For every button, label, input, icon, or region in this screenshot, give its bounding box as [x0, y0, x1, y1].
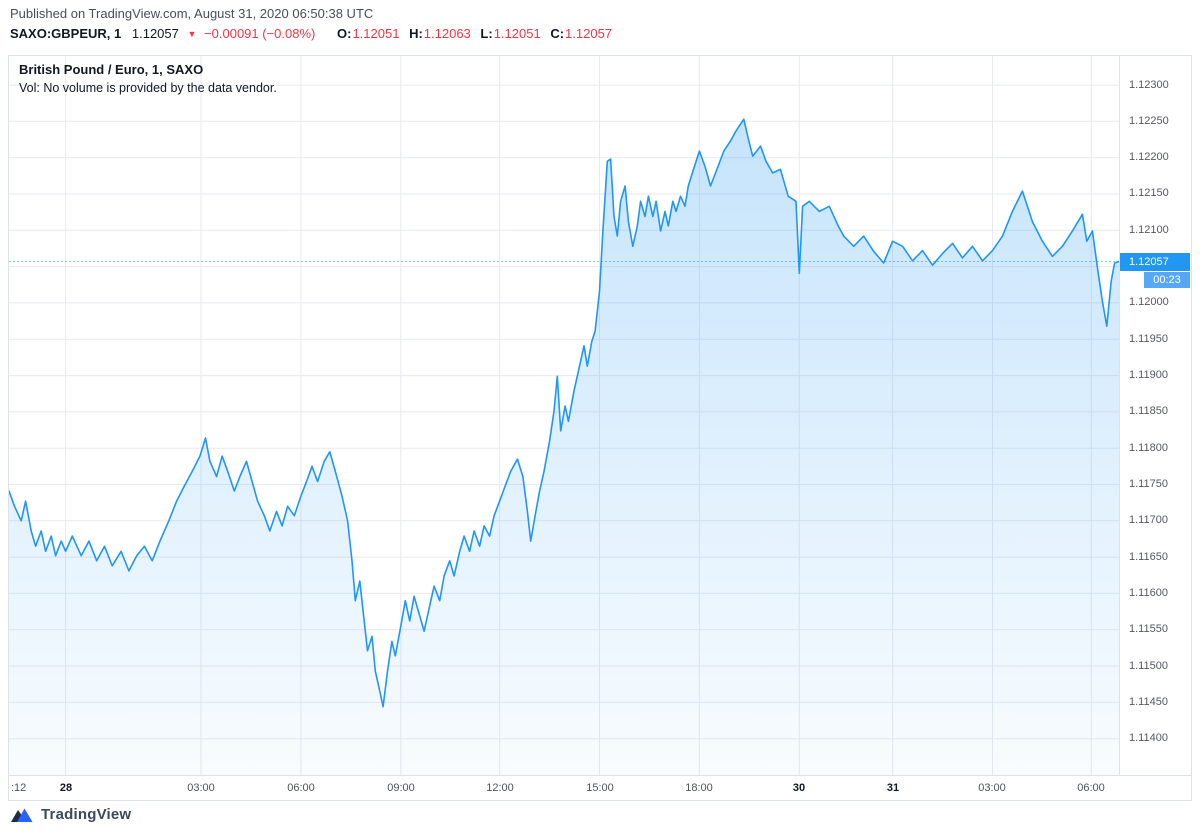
time-tick-label: 18:00	[685, 782, 713, 794]
tradingview-logo-icon	[11, 808, 33, 822]
published-line: Published on TradingView.com, August 31,…	[10, 6, 374, 21]
open-value: 1.12051	[352, 26, 400, 41]
price-tick-label: 1.11800	[1129, 442, 1168, 454]
price-tick-label: 1.12300	[1129, 79, 1169, 91]
time-tick-label: 31	[886, 782, 900, 794]
price-axis[interactable]: 1.12057 00:23 1.12300 1.12250 1.12200 1.121…	[1119, 56, 1191, 775]
tradingview-wordmark: TradingView	[41, 806, 132, 823]
low-value: 1.12051	[493, 26, 541, 41]
price-tick-label: 1.12000	[1129, 296, 1169, 308]
low-label: L:	[480, 26, 493, 41]
close-label: C:	[550, 26, 565, 41]
price-tick-label: 1.11650	[1129, 551, 1168, 563]
symbol-info-bar: SAXO:GBPEUR, 1 1.12057 ▼ −0.00091 (−0.08…	[10, 26, 612, 41]
time-tick-label: 03:00	[187, 782, 215, 794]
time-tick-label: 03:00	[978, 782, 1006, 794]
time-tick-label: :12	[11, 782, 27, 794]
time-axis[interactable]: :12 28 03:00 06:00 09:00 12:00 15:00 18:00 30 31 0…	[9, 775, 1191, 800]
price-tick-label: 1.11400	[1129, 732, 1168, 744]
price-pane[interactable]: British Pound / Euro, 1, SAXO Vol: No vo…	[9, 56, 1119, 775]
price-tick-label: 1.11600	[1129, 587, 1168, 599]
countdown-badge: 00:23	[1144, 272, 1190, 288]
close-value: 1.12057	[565, 26, 613, 41]
tradingview-footer[interactable]: TradingView	[10, 806, 131, 823]
open-label: O:	[336, 26, 352, 41]
high-label: H:	[409, 26, 423, 41]
down-triangle-icon: ▼	[187, 29, 197, 39]
price-tick-label: 1.11850	[1129, 405, 1168, 417]
price-tick-label: 1.11550	[1129, 623, 1168, 635]
chart-widget: British Pound / Euro, 1, SAXO Vol: No vo…	[8, 55, 1192, 801]
price-tick-label: 1.12100	[1129, 224, 1169, 236]
symbol-last-price: 1.12057	[131, 26, 179, 41]
price-tick-label: 1.11450	[1129, 696, 1168, 708]
time-tick-label: 28	[59, 782, 73, 794]
price-tick-label: 1.12200	[1129, 151, 1169, 163]
price-tick-label: 1.11950	[1129, 333, 1168, 345]
price-tick-label: 1.11700	[1129, 514, 1168, 526]
last-price-badge: 1.12057	[1120, 253, 1190, 271]
time-tick-label: 15:00	[586, 782, 614, 794]
price-tick-label: 1.11500	[1129, 660, 1168, 672]
symbol-name: SAXO:GBPEUR, 1	[10, 26, 122, 41]
time-tick-label: 12:00	[486, 782, 514, 794]
price-tick-label: 1.11750	[1129, 478, 1168, 490]
price-tick-label: 1.11900	[1129, 369, 1168, 381]
time-tick-label: 09:00	[387, 782, 415, 794]
price-chart-canvas[interactable]	[9, 56, 1119, 775]
high-value: 1.12063	[423, 26, 471, 41]
price-tick-label: 1.12150	[1129, 187, 1169, 199]
time-tick-label: 06:00	[1077, 782, 1105, 794]
time-tick-label: 06:00	[287, 782, 315, 794]
time-tick-label: 30	[792, 782, 806, 794]
price-tick-label: 1.12250	[1129, 115, 1169, 127]
price-change: −0.00091 (−0.08%)	[204, 26, 316, 41]
